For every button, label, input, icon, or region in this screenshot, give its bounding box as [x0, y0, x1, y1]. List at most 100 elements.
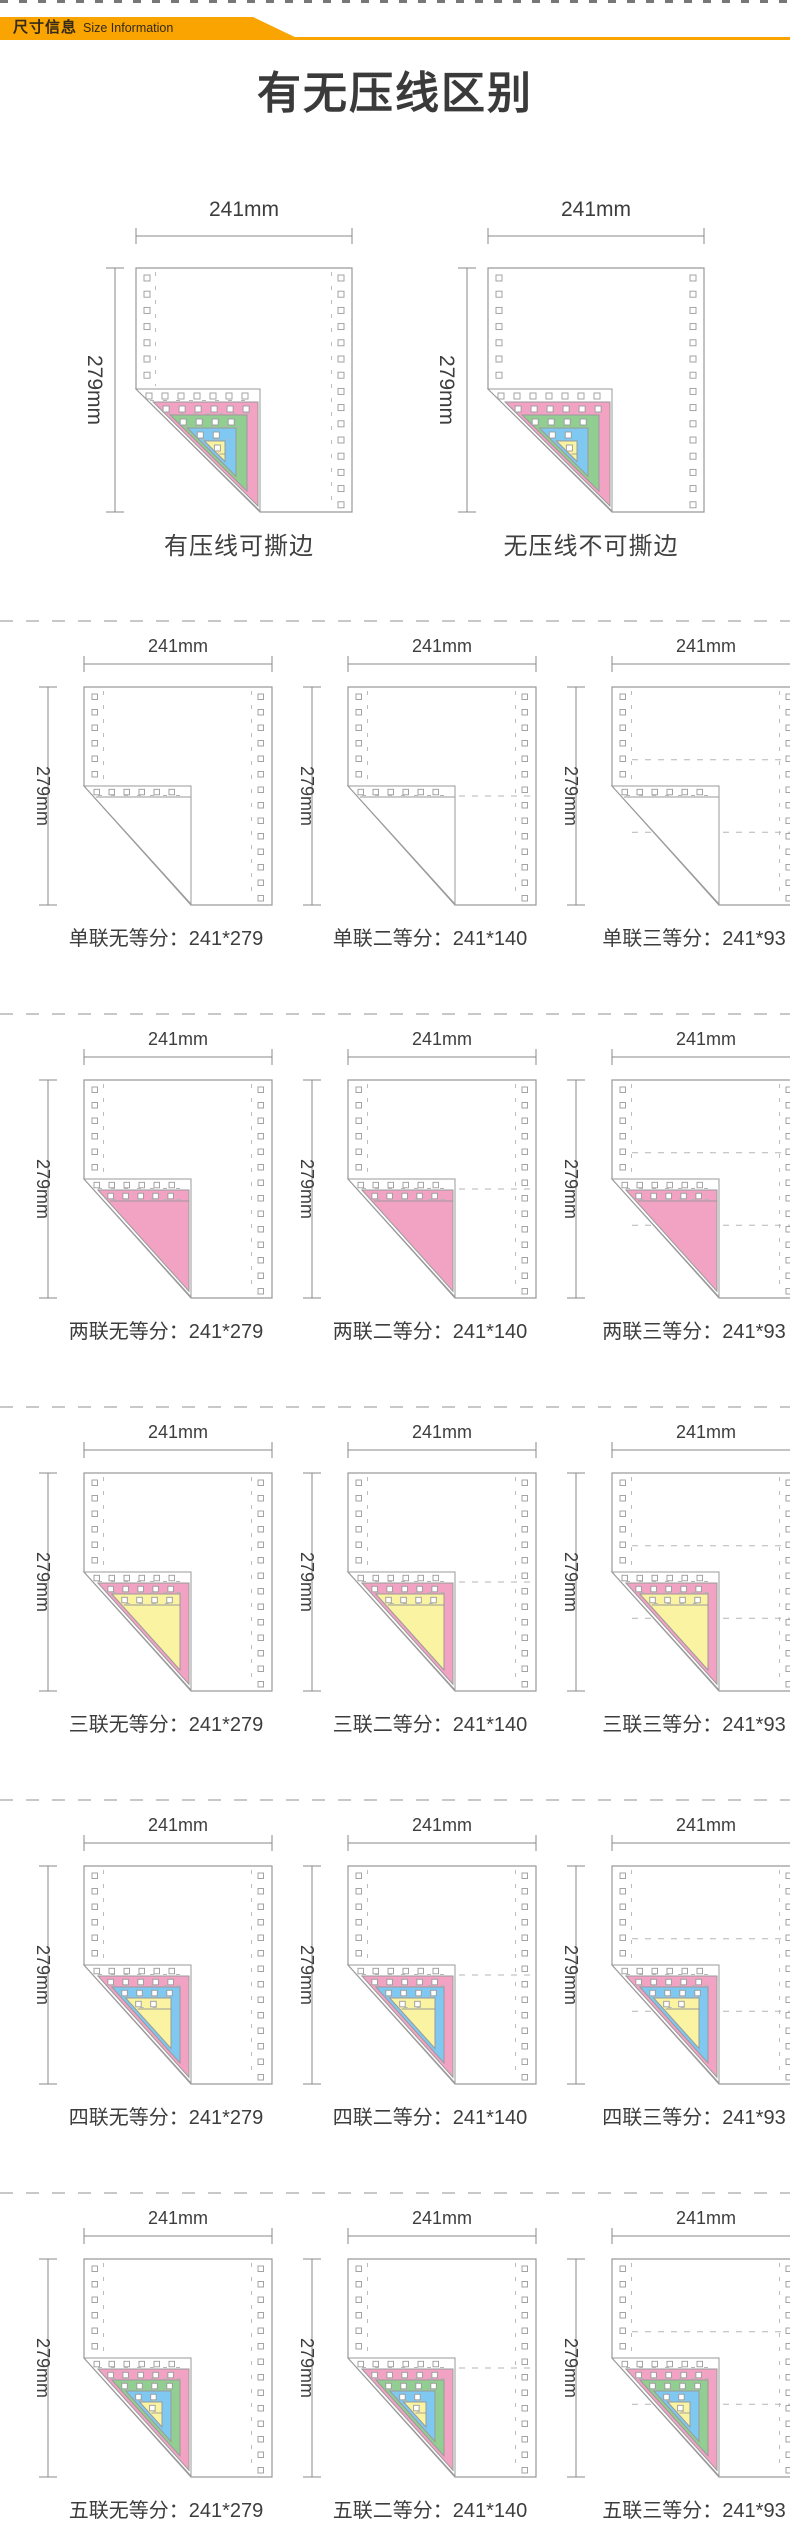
svg-text:279mm: 279mm: [33, 2338, 53, 2398]
svg-text:279mm: 279mm: [33, 1945, 53, 2005]
size-variant-cell: 241mm 279mm 三联无等分：241*279: [28, 1420, 276, 1799]
diagram-label: 两联三等分：241*93: [602, 1321, 786, 1343]
svg-text:241mm: 241mm: [676, 1029, 736, 1049]
banner-title: 尺寸信息 Size Information: [13, 17, 173, 40]
svg-text:241mm: 241mm: [148, 2208, 208, 2228]
size-variant-cell: 241mm 279mm 五联无等分：241*279: [28, 2206, 276, 2540]
paper-diagram-svg: 241mm 279mm: [297, 636, 537, 906]
section-divider: [0, 1799, 790, 1801]
paper-diagram-svg: 241mm 279mm: [33, 1029, 273, 1299]
paper-diagram-svg: 241mm 279mm: [561, 636, 790, 906]
size-variant-cell: 241mm 279mm 单联三等分：241*93: [556, 634, 790, 1013]
svg-text:241mm: 241mm: [412, 2208, 472, 2228]
diagram-label: 单联无等分：241*279: [68, 928, 264, 950]
paper-diagram-svg: 241mm 279mm: [297, 1422, 537, 1692]
size-variant-cell: 241mm 279mm 两联无等分：241*279: [28, 1027, 276, 1406]
comparison-figure: 241mm 279mm 无压线不可撕边: [426, 190, 756, 562]
size-variant-cell: 241mm 279mm 三联三等分：241*93: [556, 1420, 790, 1799]
svg-text:241mm: 241mm: [209, 198, 279, 221]
size-variant-row: 241mm 279mm 单联无等分：241*279 241mm 279mm 单联二等分：2…: [0, 622, 790, 1013]
diagram-label: 五联三等分：241*93: [602, 2500, 786, 2522]
svg-text:279mm: 279mm: [297, 1159, 317, 1219]
section-divider: [0, 2192, 790, 2194]
svg-text:279mm: 279mm: [561, 1945, 581, 2005]
size-variants-grid: 241mm 279mm 单联无等分：241*279 241mm 279mm 单联二等分：2…: [0, 622, 790, 2540]
size-variant-cell: 241mm 279mm 两联三等分：241*93: [556, 1027, 790, 1406]
svg-text:279mm: 279mm: [561, 766, 581, 826]
banner-title-cn: 尺寸信息: [13, 19, 78, 36]
svg-text:241mm: 241mm: [676, 1422, 736, 1442]
paper-diagram-svg: 241mm 279mm: [297, 1815, 537, 2085]
svg-text:279mm: 279mm: [297, 1945, 317, 2005]
size-variant-row: 241mm 279mm 五联无等分：241*279 241mm 279mm 五联二等分：2…: [0, 2194, 790, 2540]
svg-text:241mm: 241mm: [561, 198, 631, 221]
svg-text:241mm: 241mm: [148, 1815, 208, 1835]
paper-diagram-svg: 241mm 279mm: [561, 1815, 790, 2085]
paper-diagram-svg: 241mm 279mm: [297, 1029, 537, 1299]
svg-text:279mm: 279mm: [297, 766, 317, 826]
svg-text:241mm: 241mm: [148, 636, 208, 656]
svg-text:279mm: 279mm: [435, 355, 458, 425]
crease-comparison-section: 241mm 279mm 有压线可撕边 241mm 279mm 无压线不可撕边: [0, 190, 790, 562]
size-variant-cell: 241mm 279mm 两联二等分：241*140: [292, 1027, 540, 1406]
diagram-label: 三联无等分：241*279: [68, 1714, 264, 1736]
svg-text:279mm: 279mm: [297, 1552, 317, 1612]
comparison-figure: 241mm 279mm 有压线可撕边: [74, 190, 404, 562]
size-variant-cell: 241mm 279mm 五联三等分：241*93: [556, 2206, 790, 2540]
diagram-label: 三联二等分：241*140: [332, 1714, 528, 1736]
diagram-label: 四联二等分：241*140: [332, 2107, 528, 2129]
svg-text:279mm: 279mm: [83, 355, 106, 425]
paper-diagram-svg: 241mm 279mm: [561, 1029, 790, 1299]
banner-title-en: Size Information: [83, 21, 174, 35]
diagram-label: 两联无等分：241*279: [68, 1321, 264, 1343]
svg-text:241mm: 241mm: [148, 1422, 208, 1442]
comparison-figure-label: 有压线可撕边: [164, 533, 314, 560]
banner-rule-line: [0, 37, 790, 40]
paper-diagram-svg: 241mm 279mm: [561, 1422, 790, 1692]
section-divider: [0, 1013, 790, 1015]
paper-diagram-svg: 241mm 279mm: [297, 2208, 537, 2478]
diagram-label: 两联二等分：241*140: [332, 1321, 528, 1343]
paper-diagram-svg: 241mm 279mm: [33, 636, 273, 906]
svg-text:241mm: 241mm: [676, 636, 736, 656]
diagram-label: 五联二等分：241*140: [332, 2500, 528, 2522]
svg-text:241mm: 241mm: [412, 636, 472, 656]
diagram-label: 三联三等分：241*93: [602, 1714, 786, 1736]
paper-diagram-svg: 241mm 279mm: [561, 2208, 790, 2478]
svg-text:279mm: 279mm: [561, 1159, 581, 1219]
paper-diagram-svg: 241mm 279mm: [33, 2208, 273, 2478]
paper-diagram-svg: 241mm 279mm: [33, 1422, 273, 1692]
svg-text:279mm: 279mm: [33, 766, 53, 826]
svg-text:241mm: 241mm: [412, 1815, 472, 1835]
svg-text:279mm: 279mm: [297, 2338, 317, 2398]
svg-text:279mm: 279mm: [33, 1159, 53, 1219]
size-variant-cell: 241mm 279mm 四联无等分：241*279: [28, 1813, 276, 2192]
paper-diagram-svg: 241mm 279mm: [435, 198, 705, 513]
size-variant-cell: 241mm 279mm 四联二等分：241*140: [292, 1813, 540, 2192]
size-variant-row: 241mm 279mm 两联无等分：241*279 241mm 279mm 两联二等分：2…: [0, 1015, 790, 1406]
comparison-figure-label: 无压线不可撕边: [503, 533, 679, 560]
svg-text:241mm: 241mm: [676, 1815, 736, 1835]
size-variant-cell: 241mm 279mm 单联二等分：241*140: [292, 634, 540, 1013]
page-title: 有无压线区别: [257, 69, 533, 118]
svg-text:241mm: 241mm: [676, 2208, 736, 2228]
section-banner: 尺寸信息 Size Information: [0, 17, 790, 40]
svg-text:241mm: 241mm: [148, 1029, 208, 1049]
diagram-label: 四联三等分：241*93: [602, 2107, 786, 2129]
section-divider: [0, 620, 790, 622]
diagram-label: 五联无等分：241*279: [68, 2500, 264, 2522]
svg-text:279mm: 279mm: [33, 1552, 53, 1612]
banner-background: [0, 17, 301, 40]
size-variant-cell: 241mm 279mm 三联二等分：241*140: [292, 1420, 540, 1799]
svg-text:279mm: 279mm: [561, 2338, 581, 2398]
size-variant-cell: 241mm 279mm 单联无等分：241*279: [28, 634, 276, 1013]
previous-section-edge-decoration: [0, 0, 790, 3]
section-divider: [0, 1406, 790, 1408]
diagram-label: 四联无等分：241*279: [68, 2107, 264, 2129]
svg-text:241mm: 241mm: [412, 1422, 472, 1442]
paper-diagram-svg: 241mm 279mm: [83, 198, 353, 513]
svg-text:241mm: 241mm: [412, 1029, 472, 1049]
diagram-label: 单联二等分：241*140: [332, 928, 528, 950]
size-variant-cell: 241mm 279mm 五联二等分：241*140: [292, 2206, 540, 2540]
size-variant-cell: 241mm 279mm 四联三等分：241*93: [556, 1813, 790, 2192]
